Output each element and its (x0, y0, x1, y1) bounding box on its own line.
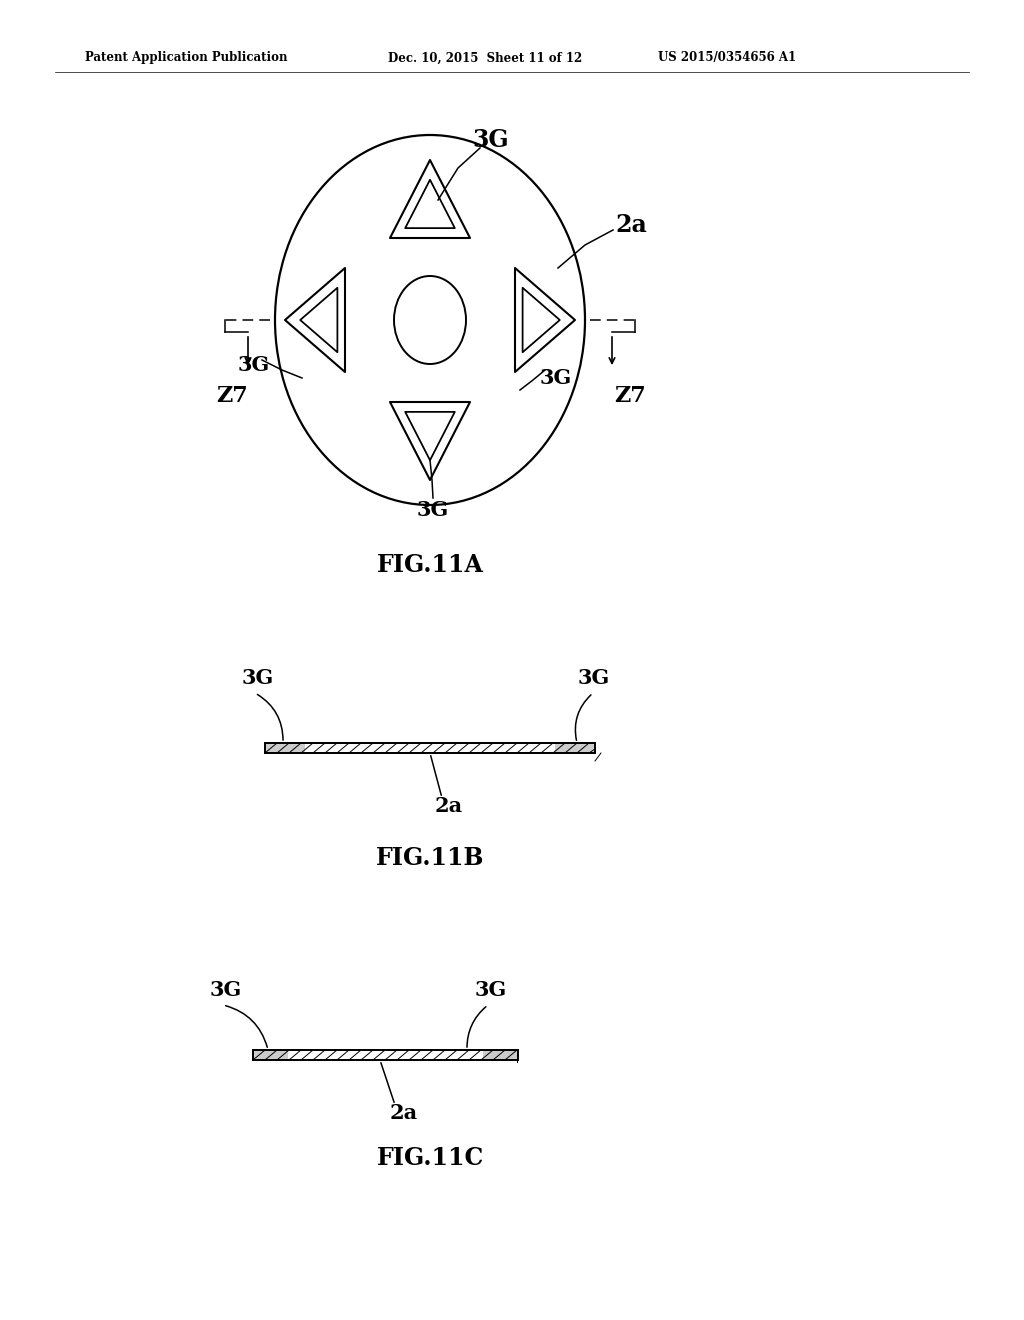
Text: FIG.11B: FIG.11B (376, 846, 484, 870)
Text: 2a: 2a (435, 796, 463, 816)
Text: Dec. 10, 2015  Sheet 11 of 12: Dec. 10, 2015 Sheet 11 of 12 (388, 51, 583, 65)
Text: 3G: 3G (475, 979, 507, 1001)
Bar (253, 1049, 518, 1060)
Text: 3G: 3G (417, 500, 450, 520)
Text: 3G: 3G (472, 128, 509, 152)
Text: 3G: 3G (238, 355, 270, 375)
Bar (305, 744, 555, 752)
Bar (265, 743, 595, 752)
Text: Patent Application Publication: Patent Application Publication (85, 51, 288, 65)
Text: US 2015/0354656 A1: US 2015/0354656 A1 (658, 51, 796, 65)
Text: FIG.11A: FIG.11A (377, 553, 483, 577)
Text: 3G: 3G (210, 979, 243, 1001)
Bar (253, 1049, 518, 1060)
Bar (288, 1051, 483, 1059)
Text: Z7: Z7 (216, 385, 248, 407)
Text: 2a: 2a (390, 1104, 418, 1123)
Bar (265, 743, 595, 752)
Text: 3G: 3G (578, 668, 610, 688)
Text: FIG.11C: FIG.11C (377, 1146, 483, 1170)
Text: 2a: 2a (615, 213, 647, 238)
Text: 3G: 3G (242, 668, 274, 688)
Text: Z7: Z7 (614, 385, 646, 407)
Text: 3G: 3G (540, 368, 572, 388)
